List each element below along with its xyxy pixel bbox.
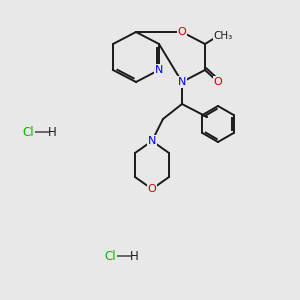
Text: N: N xyxy=(148,136,156,146)
Text: O: O xyxy=(214,77,222,87)
Text: Cl: Cl xyxy=(22,125,34,139)
Text: O: O xyxy=(148,184,156,194)
Text: N: N xyxy=(155,65,163,75)
Text: H: H xyxy=(130,250,138,262)
Text: CH₃: CH₃ xyxy=(213,31,232,41)
Text: H: H xyxy=(48,125,56,139)
Text: O: O xyxy=(178,27,186,37)
Text: N: N xyxy=(178,77,186,87)
Text: Cl: Cl xyxy=(104,250,116,262)
